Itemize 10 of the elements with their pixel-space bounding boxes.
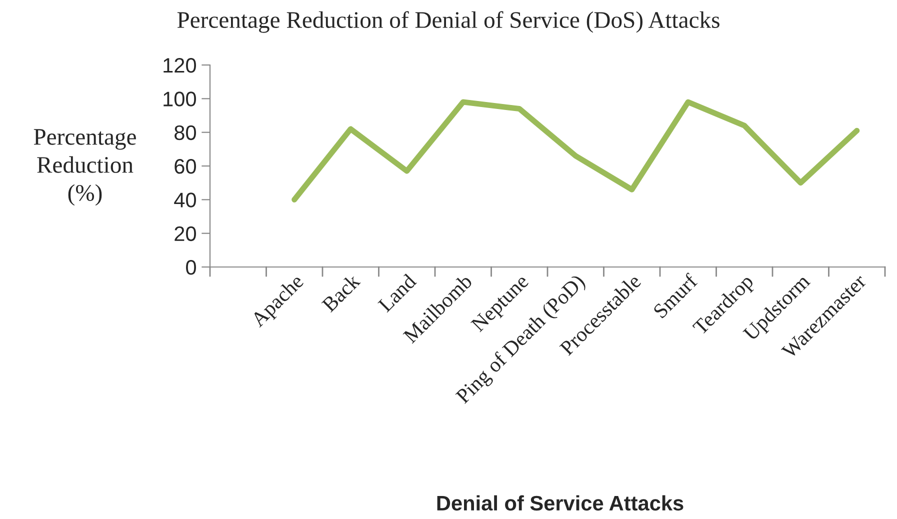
chart-title: Percentage Reduction of Denial of Service (DoS) Attacks: [177, 11, 720, 33]
x-axis-title: Denial of Service Attacks: [437, 495, 684, 511]
y-tick-label: 80: [174, 125, 196, 140]
y-tick-label: 0: [186, 260, 196, 275]
y-axis-title: Percentage Reduction (%): [34, 129, 136, 206]
y-tick-label: 120: [164, 58, 196, 73]
y-tick-label: 100: [164, 92, 196, 106]
y-tick-label: 60: [174, 159, 196, 174]
y-tick-label: 20: [174, 226, 196, 242]
y-tick-label: 40: [174, 192, 196, 208]
